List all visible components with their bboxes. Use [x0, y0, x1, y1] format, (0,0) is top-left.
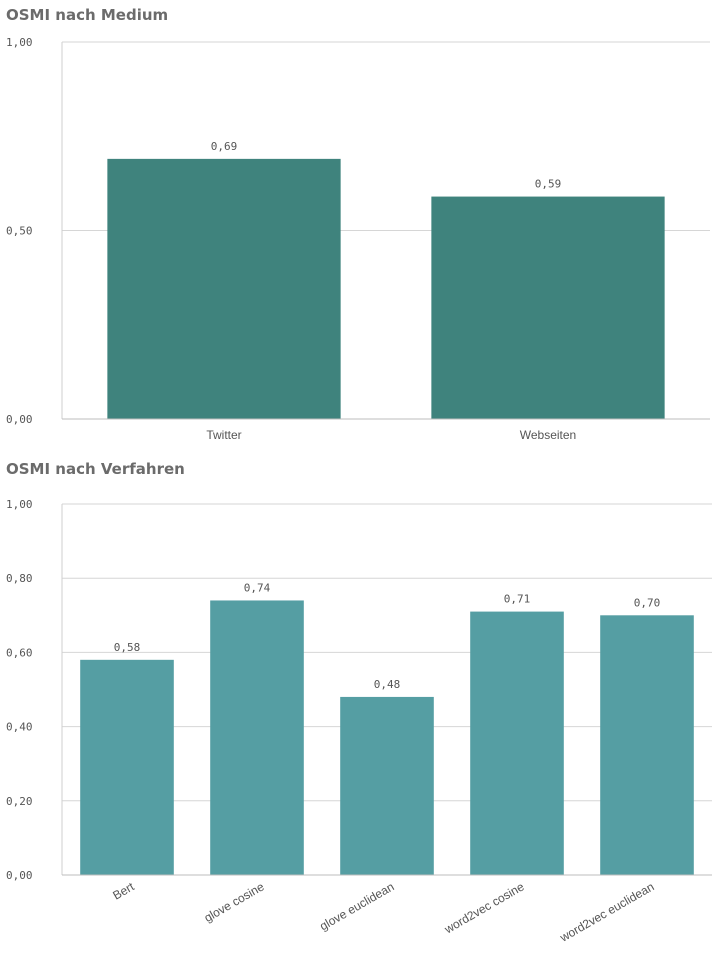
verfahren-ytick-label: 0,40: [6, 721, 33, 734]
verfahren-bar: [600, 615, 694, 875]
verfahren-value-label: 0,48: [374, 678, 401, 691]
medium-ytick-label: 0,00: [6, 413, 33, 426]
verfahren-bar: [340, 696, 434, 875]
chart-verfahren: 0,00 0,20 0,40 0,60 0,80 1,00 0,58 Bert 0,74 glov…: [6, 498, 712, 945]
medium-category-label: Webseiten: [520, 428, 576, 442]
verfahren-ytick-label: 0,80: [6, 572, 33, 585]
verfahren-category-label: word2vec euclidean: [557, 879, 657, 945]
verfahren-bar: [80, 659, 174, 875]
verfahren-category-label: word2vec cosine: [441, 879, 527, 936]
verfahren-ytick-label: 1,00: [6, 498, 33, 511]
verfahren-value-label: 0,58: [114, 641, 141, 654]
verfahren-ytick-label: 0,60: [6, 646, 33, 659]
chart-title-verfahren: OSMI nach Verfahren: [6, 460, 185, 478]
medium-value-label: 0,69: [211, 140, 238, 153]
verfahren-bar: [470, 611, 564, 875]
medium-ytick-label: 0,50: [6, 225, 33, 238]
medium-bar: [431, 196, 665, 419]
verfahren-value-label: 0,74: [244, 581, 271, 594]
medium-value-label: 0,59: [535, 178, 562, 191]
medium-ytick-label: 1,00: [6, 36, 33, 49]
verfahren-value-label: 0,71: [504, 593, 531, 606]
chart-medium: 0,00 0,50 1,00 0,69 Twitter 0,59 Webseiten: [6, 36, 710, 442]
verfahren-ytick-label: 0,20: [6, 795, 33, 808]
verfahren-category-label: glove euclidean: [317, 879, 396, 933]
verfahren-bar: [210, 600, 304, 875]
verfahren-category-label: glove cosine: [202, 879, 267, 925]
verfahren-category-label: Bert: [110, 879, 137, 902]
medium-bar: [107, 158, 341, 419]
verfahren-ytick-label: 0,00: [6, 869, 33, 882]
chart-title-medium: OSMI nach Medium: [6, 6, 169, 24]
verfahren-value-label: 0,70: [634, 596, 661, 609]
medium-category-label: Twitter: [206, 428, 241, 442]
